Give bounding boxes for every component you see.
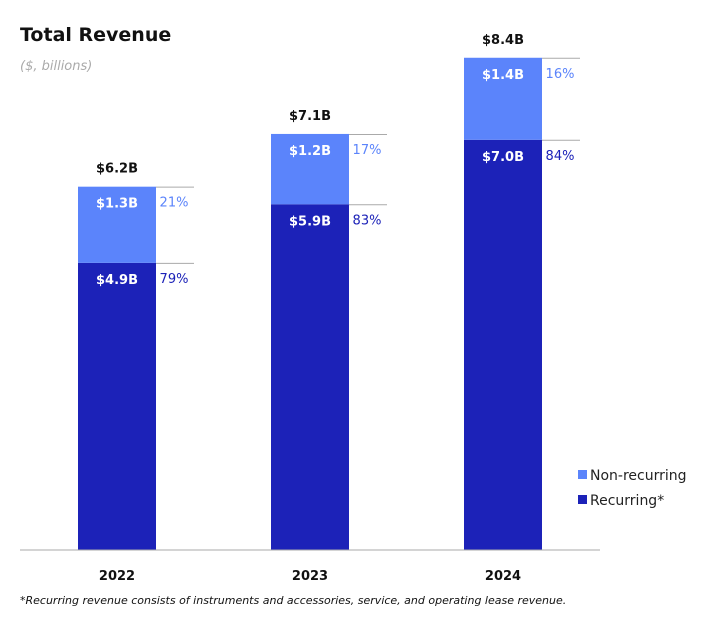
bar-recurring-2022 bbox=[78, 262, 156, 550]
percent-label: 16% bbox=[546, 67, 575, 82]
x-tick-label: 2024 bbox=[485, 569, 521, 584]
legend: Non-recurring Recurring* bbox=[578, 468, 687, 509]
total-label: $8.4B bbox=[482, 33, 524, 48]
x-tick-label: 2022 bbox=[99, 569, 135, 584]
footnote: *Recurring revenue consists of instrumen… bbox=[20, 594, 566, 607]
percent-label: 84% bbox=[546, 149, 575, 164]
x-tick-label: 2023 bbox=[292, 569, 328, 584]
legend-label-recurring: Recurring* bbox=[590, 493, 664, 509]
total-label: $6.2B bbox=[96, 162, 138, 177]
bar-non-recurring-2022 bbox=[78, 186, 156, 263]
bar-non-recurring-2023 bbox=[271, 133, 349, 205]
percent-label: 17% bbox=[353, 143, 382, 158]
total-label: $7.1B bbox=[289, 109, 331, 124]
bar-non-recurring-2024 bbox=[464, 57, 542, 140]
bar-value-label: $1.4B bbox=[482, 68, 524, 83]
bar-value-label: $7.0B bbox=[482, 150, 524, 165]
percent-label: 79% bbox=[160, 272, 189, 287]
chart-title: Total Revenue bbox=[20, 24, 171, 46]
bar-recurring-2023 bbox=[271, 204, 349, 550]
percent-label: 21% bbox=[160, 196, 189, 211]
bar-value-label: $1.2B bbox=[289, 144, 331, 159]
legend-label-non-recurring: Non-recurring bbox=[590, 468, 687, 484]
bar-value-label: $5.9B bbox=[289, 214, 331, 229]
percent-label: 83% bbox=[353, 213, 382, 228]
chart-subtitle: ($, billions) bbox=[20, 59, 92, 74]
legend-swatch-recurring bbox=[578, 495, 587, 504]
bar-recurring-2024 bbox=[464, 139, 542, 551]
legend-swatch-non-recurring bbox=[578, 470, 587, 479]
bar-value-label: $1.3B bbox=[96, 197, 138, 212]
bar-value-label: $4.9B bbox=[96, 273, 138, 288]
